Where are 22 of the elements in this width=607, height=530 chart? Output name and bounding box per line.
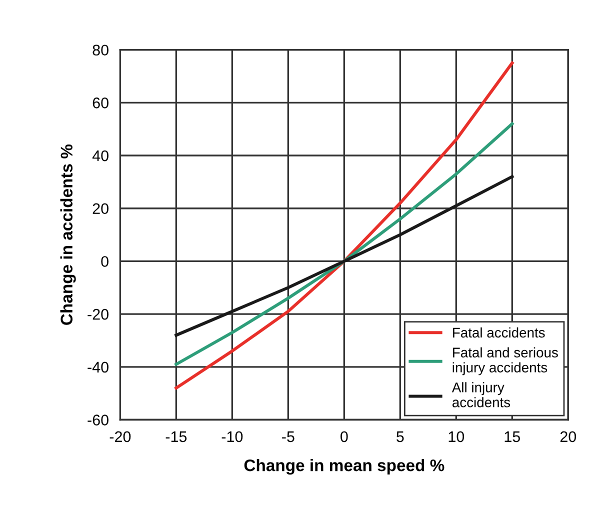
x-tick-label: -10 [222, 431, 243, 442]
x-tick-label: 15 [504, 431, 520, 442]
y-tick-label: 0 [101, 256, 108, 267]
x-tick-label: -15 [166, 431, 187, 442]
x-tick-label: 0 [340, 431, 348, 442]
y-tick-label: 60 [92, 98, 108, 108]
x-tick-label: 10 [448, 431, 464, 442]
x-tick-label: -5 [282, 431, 294, 442]
y-tick-label: -60 [88, 414, 108, 426]
y-tick-label: 20 [92, 203, 108, 214]
y-tick-label: -40 [88, 362, 108, 373]
y-tick-label: 80 [92, 44, 108, 56]
legend-label: Fatal accidents [453, 327, 545, 338]
y-tick-label: 40 [92, 150, 108, 162]
x-tick-label: 20 [560, 431, 576, 442]
y-axis-title: Change in accidents % [60, 144, 76, 325]
legend-label: All injury accidents [452, 382, 510, 408]
y-tick-label: -20 [88, 308, 108, 320]
x-tick-label: 5 [396, 431, 404, 442]
legend-label: Fatal and serious injury accidents [452, 347, 558, 376]
x-axis-title: Change in mean speed % [244, 459, 444, 475]
x-tick-label: -20 [110, 431, 131, 442]
